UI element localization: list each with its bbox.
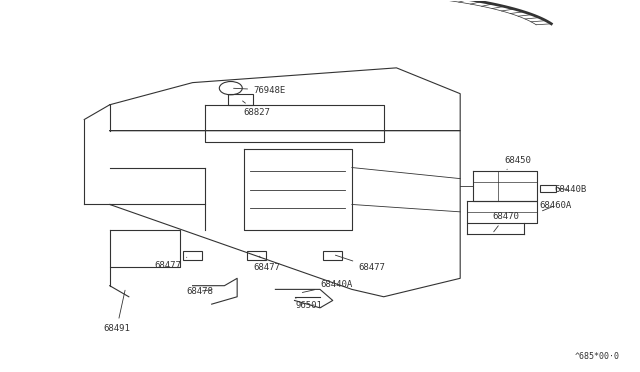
Text: 68477: 68477 <box>335 255 385 272</box>
Text: 68477: 68477 <box>253 256 280 272</box>
Text: 68827: 68827 <box>243 101 271 117</box>
Text: 68450: 68450 <box>505 155 532 170</box>
Text: 76948E: 76948E <box>234 86 285 94</box>
Text: 68491: 68491 <box>103 290 130 333</box>
Text: 68743: 68743 <box>0 371 1 372</box>
Text: 68477: 68477 <box>154 257 187 270</box>
Text: 68460A: 68460A <box>540 201 572 211</box>
Text: ^685*00·0: ^685*00·0 <box>575 352 620 361</box>
Text: 68440A: 68440A <box>302 280 352 292</box>
Text: 96501: 96501 <box>296 299 323 311</box>
Text: 68478: 68478 <box>186 287 213 296</box>
Text: 68470: 68470 <box>492 212 519 232</box>
Text: 68742: 68742 <box>0 371 1 372</box>
Text: 68440B: 68440B <box>554 185 587 194</box>
